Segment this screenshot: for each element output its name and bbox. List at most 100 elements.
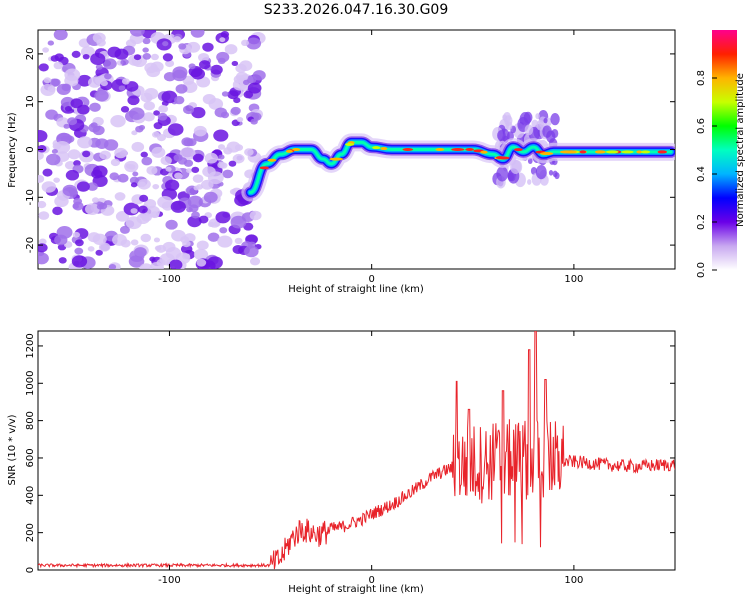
y-tick-label: -10 xyxy=(25,189,36,205)
snr-y-ticks: 0 200 400 600 800 1000 1200 xyxy=(25,333,675,573)
noise-blob xyxy=(173,36,182,43)
noise-blob xyxy=(161,90,178,104)
noise-blob xyxy=(174,95,185,105)
noise-blob xyxy=(120,105,130,113)
noise-blob xyxy=(157,112,168,121)
noise-blob xyxy=(162,41,169,47)
noise-blob xyxy=(109,172,120,181)
disturbance-blob xyxy=(551,128,559,139)
noise-blob xyxy=(198,215,209,224)
noise-blob xyxy=(243,90,254,99)
noise-blob xyxy=(207,221,215,227)
noise-blob xyxy=(191,166,200,174)
ridge-hotspot xyxy=(514,148,523,152)
noise-blob xyxy=(90,122,98,128)
noise-blob xyxy=(247,82,262,94)
noise-blob xyxy=(202,166,216,178)
noise-blob xyxy=(131,130,138,136)
noise-blob xyxy=(118,85,126,91)
noise-blob xyxy=(219,37,226,43)
noise-blob xyxy=(77,104,90,115)
noise-blob xyxy=(64,68,81,82)
noise-blob xyxy=(187,195,203,208)
disturbance-blob xyxy=(536,119,545,131)
disturbance-blob xyxy=(543,117,548,124)
noise-blob xyxy=(154,245,162,251)
noise-blob xyxy=(71,50,81,58)
noise-blob xyxy=(114,48,129,60)
y-tick-label: 10 xyxy=(25,95,36,108)
noise-blob xyxy=(151,146,166,158)
noise-blob xyxy=(224,44,238,55)
x-tick-label: -100 xyxy=(158,274,181,285)
noise-blob xyxy=(193,125,207,137)
noise-blob xyxy=(98,242,111,252)
noise-blob xyxy=(52,206,63,216)
noise-blob xyxy=(143,112,155,122)
noise-blob xyxy=(226,141,241,153)
ridge-hotspot xyxy=(640,150,651,154)
spectrogram-x-ticks: -100 0 100 xyxy=(158,30,583,285)
snr-series-line xyxy=(38,331,675,570)
noise-blob xyxy=(125,216,142,230)
noise-blob xyxy=(54,234,68,246)
ridge-hotspot xyxy=(267,158,277,162)
noise-blob xyxy=(250,118,258,125)
noise-blob xyxy=(72,203,79,209)
noise-blob xyxy=(140,233,152,243)
ridge-hotspot xyxy=(594,150,605,154)
noise-blob xyxy=(128,255,145,268)
noise-blob xyxy=(165,59,175,68)
noise-blob xyxy=(58,257,67,264)
noise-blob xyxy=(128,107,145,120)
noise-blob xyxy=(117,173,129,183)
noise-blob xyxy=(103,139,119,151)
noise-blob xyxy=(144,62,158,74)
noise-blob xyxy=(202,42,214,52)
y-tick-label: -20 xyxy=(25,237,36,253)
noise-blob xyxy=(127,95,140,106)
noise-blob xyxy=(112,234,127,246)
ridge-hotspot xyxy=(465,148,474,151)
noise-blob xyxy=(149,256,156,262)
noise-blob xyxy=(65,169,80,181)
noise-blob xyxy=(233,75,245,84)
ridge-hotspot xyxy=(579,150,587,154)
noise-blob xyxy=(63,123,70,129)
ridge-hotspot xyxy=(285,149,293,153)
noise-blob xyxy=(42,47,49,53)
snr-ylabel: SNR (10 * v/v) xyxy=(7,414,18,485)
noise-blob xyxy=(249,210,262,221)
noise-blob xyxy=(71,255,88,268)
noise-blob xyxy=(229,188,237,195)
noise-blob xyxy=(169,259,183,269)
noise-blob xyxy=(191,211,200,219)
noise-blob xyxy=(131,141,145,152)
noise-blob xyxy=(141,213,152,222)
disturbance-blob xyxy=(542,125,552,138)
noise-blob xyxy=(96,38,106,47)
noise-blob xyxy=(91,169,103,179)
noise-blob xyxy=(177,157,188,165)
noise-blob xyxy=(178,43,187,50)
noise-blob xyxy=(192,174,204,183)
ridge-hotspot xyxy=(345,142,355,146)
noise-blob xyxy=(152,183,160,190)
noise-blob xyxy=(182,240,191,248)
noise-blob xyxy=(241,39,250,47)
noise-blob xyxy=(246,37,262,50)
noise-blob xyxy=(129,176,140,185)
noise-blob xyxy=(82,53,90,60)
ridge-hotspot xyxy=(380,147,388,151)
noise-blob xyxy=(230,106,241,115)
noise-blob xyxy=(219,227,228,234)
noise-blob xyxy=(208,98,224,110)
noise-blob xyxy=(210,64,223,75)
colorbar-label: Normalized spectral amplitude xyxy=(735,73,746,227)
noise-blob xyxy=(198,52,210,62)
ridge-hotspot xyxy=(451,148,465,151)
noise-blob xyxy=(92,233,107,245)
noise-blob xyxy=(200,179,214,190)
noise-blob xyxy=(38,175,45,183)
noise-blob xyxy=(235,63,247,73)
